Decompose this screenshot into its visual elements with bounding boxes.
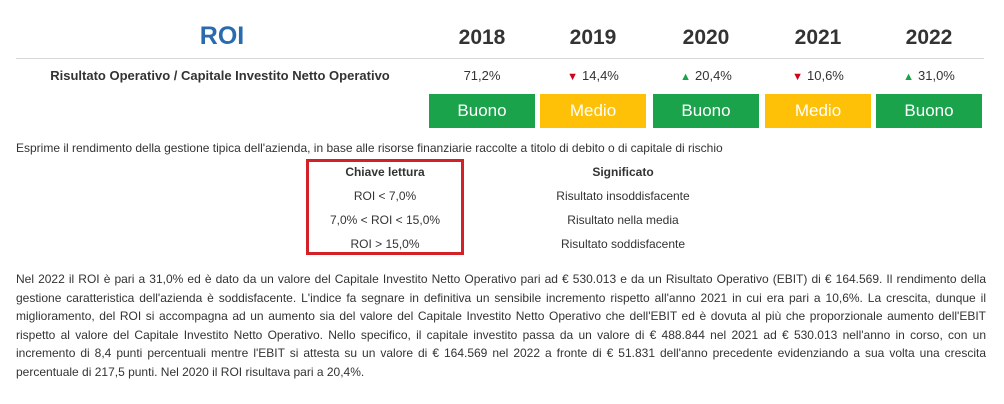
year-header-2019: 2019 bbox=[569, 26, 617, 49]
metric-value-2018: 71,2% bbox=[422, 68, 542, 83]
legend-header-key: Chiave lettura bbox=[345, 165, 425, 179]
legend-meaning-3: Risultato soddisfacente bbox=[560, 237, 686, 251]
trend-down-icon: ▼ bbox=[792, 71, 803, 83]
header-divider bbox=[16, 58, 984, 59]
legend-key-1: ROI < 7,0% bbox=[353, 189, 417, 203]
legend-meaning-2: Risultato nella media bbox=[567, 213, 679, 227]
metric-value-text: 14,4% bbox=[582, 68, 619, 83]
year-header-2022: 2022 bbox=[905, 26, 953, 49]
rating-badge-2022: Buono bbox=[876, 94, 982, 128]
year-header-2021: 2021 bbox=[794, 26, 842, 49]
metric-value-text: 31,0% bbox=[918, 68, 955, 83]
legend-header-meaning: Significato bbox=[592, 165, 654, 179]
rating-badge-2019: Medio bbox=[540, 94, 646, 128]
legend-meaning-1: Risultato insoddisfacente bbox=[556, 189, 690, 203]
metric-value-text: 71,2% bbox=[463, 68, 501, 83]
metric-value-2022: ▲ 31,0% bbox=[869, 68, 989, 83]
roi-title: ROI bbox=[199, 22, 245, 50]
metric-value-text: 10,6% bbox=[807, 68, 844, 83]
rating-badge-2018: Buono bbox=[429, 94, 535, 128]
year-header-2020: 2020 bbox=[682, 26, 730, 49]
trend-down-icon: ▼ bbox=[567, 71, 578, 83]
legend-key-2: 7,0% < ROI < 15,0% bbox=[329, 213, 441, 227]
metric-value-2019: ▼ 14,4% bbox=[533, 68, 653, 83]
rating-badge-2021: Medio bbox=[765, 94, 871, 128]
reading-key-highlight bbox=[306, 159, 464, 255]
commentary-paragraph: Nel 2022 il ROI è pari a 31,0% ed è dato… bbox=[16, 272, 986, 379]
metric-value-2021: ▼ 10,6% bbox=[758, 68, 878, 83]
metric-value-text: 20,4% bbox=[695, 68, 732, 83]
trend-up-icon: ▲ bbox=[680, 71, 691, 83]
legend-key-3: ROI > 15,0% bbox=[350, 237, 420, 251]
metric-value-2020: ▲ 20,4% bbox=[646, 68, 766, 83]
indicator-description: Esprime il rendimento della gestione tip… bbox=[16, 141, 723, 155]
metric-name: Risultato Operativo / Capitale Investito… bbox=[50, 68, 390, 83]
trend-up-icon: ▲ bbox=[903, 71, 914, 83]
rating-badge-2020: Buono bbox=[653, 94, 759, 128]
year-header-2018: 2018 bbox=[458, 26, 506, 49]
